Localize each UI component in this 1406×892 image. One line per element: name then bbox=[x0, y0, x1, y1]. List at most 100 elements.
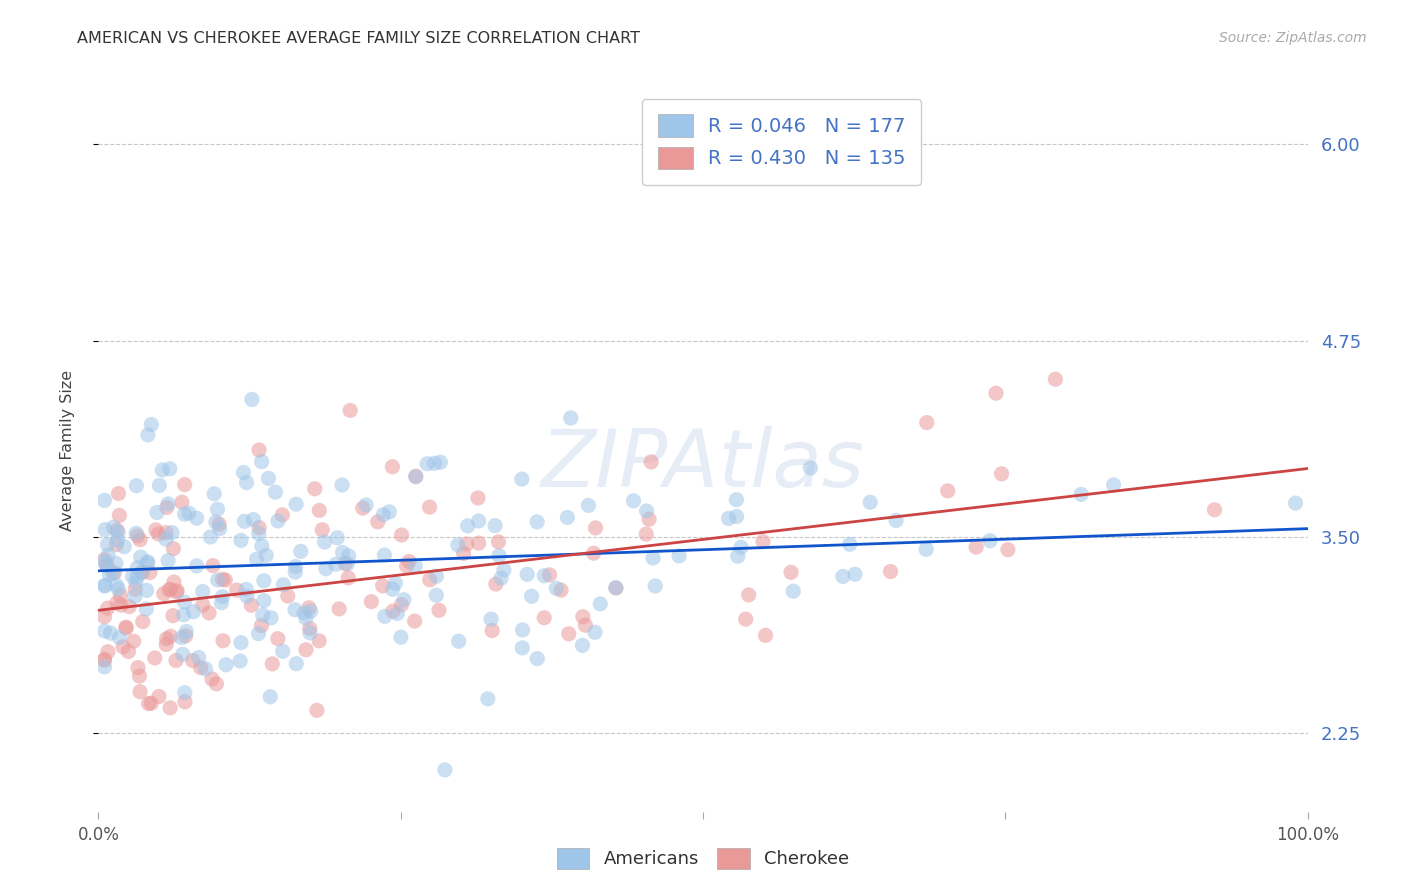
Point bbox=[467, 491, 489, 505]
Point bbox=[176, 624, 198, 639]
Point bbox=[557, 627, 579, 641]
Point bbox=[367, 515, 389, 529]
Point bbox=[94, 523, 117, 537]
Point bbox=[141, 696, 163, 710]
Point bbox=[104, 557, 127, 571]
Point bbox=[1045, 372, 1067, 386]
Point bbox=[129, 550, 152, 565]
Point bbox=[335, 557, 357, 571]
Point bbox=[392, 592, 415, 607]
Point bbox=[725, 492, 748, 507]
Point bbox=[734, 612, 756, 626]
Point bbox=[110, 589, 132, 603]
Point bbox=[267, 514, 290, 528]
Point bbox=[229, 635, 252, 649]
Point bbox=[160, 525, 183, 540]
Point bbox=[173, 595, 195, 609]
Point bbox=[174, 695, 197, 709]
Point bbox=[308, 633, 330, 648]
Point bbox=[205, 515, 228, 529]
Point bbox=[304, 482, 326, 496]
Point bbox=[582, 546, 605, 560]
Point bbox=[157, 582, 180, 597]
Point bbox=[423, 456, 446, 470]
Point bbox=[754, 628, 776, 642]
Point bbox=[166, 583, 188, 598]
Point bbox=[173, 508, 195, 522]
Point bbox=[384, 576, 406, 591]
Point bbox=[404, 614, 426, 628]
Point bbox=[107, 486, 129, 500]
Point bbox=[638, 512, 661, 526]
Point bbox=[105, 538, 128, 552]
Point bbox=[124, 582, 146, 597]
Point bbox=[782, 584, 804, 599]
Point bbox=[636, 527, 658, 541]
Point bbox=[479, 612, 502, 626]
Point bbox=[156, 500, 179, 515]
Point bbox=[520, 589, 543, 603]
Point bbox=[205, 677, 228, 691]
Point bbox=[1284, 496, 1306, 510]
Point bbox=[132, 615, 155, 629]
Point bbox=[605, 581, 627, 595]
Point bbox=[105, 596, 128, 610]
Point bbox=[453, 546, 475, 560]
Point bbox=[128, 669, 150, 683]
Point bbox=[936, 483, 959, 498]
Point bbox=[186, 511, 208, 525]
Point bbox=[115, 621, 138, 635]
Point bbox=[93, 493, 115, 508]
Point bbox=[1102, 478, 1125, 492]
Point bbox=[299, 604, 322, 618]
Point bbox=[135, 583, 157, 598]
Point bbox=[125, 574, 148, 589]
Point bbox=[150, 463, 173, 477]
Point bbox=[96, 558, 118, 573]
Point bbox=[260, 611, 283, 625]
Point bbox=[725, 509, 748, 524]
Point bbox=[148, 527, 170, 541]
Point bbox=[211, 590, 233, 604]
Point bbox=[419, 500, 441, 514]
Point bbox=[416, 457, 439, 471]
Point bbox=[550, 583, 572, 598]
Point bbox=[136, 556, 159, 570]
Point bbox=[298, 600, 321, 615]
Point bbox=[124, 590, 146, 604]
Point bbox=[467, 536, 489, 550]
Point bbox=[121, 569, 143, 583]
Point bbox=[492, 563, 515, 577]
Point bbox=[371, 579, 394, 593]
Point bbox=[208, 522, 231, 536]
Point bbox=[844, 567, 866, 582]
Point bbox=[247, 443, 270, 458]
Point bbox=[207, 573, 229, 587]
Point bbox=[352, 501, 374, 516]
Point bbox=[737, 588, 759, 602]
Point bbox=[93, 652, 115, 666]
Point bbox=[98, 567, 121, 582]
Point bbox=[229, 654, 252, 668]
Point bbox=[240, 599, 263, 613]
Point bbox=[93, 624, 115, 638]
Point bbox=[373, 508, 395, 522]
Point bbox=[799, 461, 821, 475]
Point bbox=[337, 549, 360, 563]
Point bbox=[245, 552, 267, 566]
Point bbox=[427, 603, 450, 617]
Point bbox=[108, 508, 131, 523]
Point bbox=[325, 558, 347, 572]
Point bbox=[96, 537, 118, 551]
Point bbox=[165, 653, 187, 667]
Point bbox=[374, 609, 396, 624]
Point bbox=[467, 514, 489, 528]
Point bbox=[641, 551, 664, 566]
Point bbox=[211, 596, 233, 610]
Point bbox=[292, 606, 315, 620]
Point bbox=[152, 587, 174, 601]
Point bbox=[212, 633, 235, 648]
Point bbox=[267, 632, 290, 646]
Text: Source: ZipAtlas.com: Source: ZipAtlas.com bbox=[1219, 31, 1367, 45]
Point bbox=[387, 607, 409, 621]
